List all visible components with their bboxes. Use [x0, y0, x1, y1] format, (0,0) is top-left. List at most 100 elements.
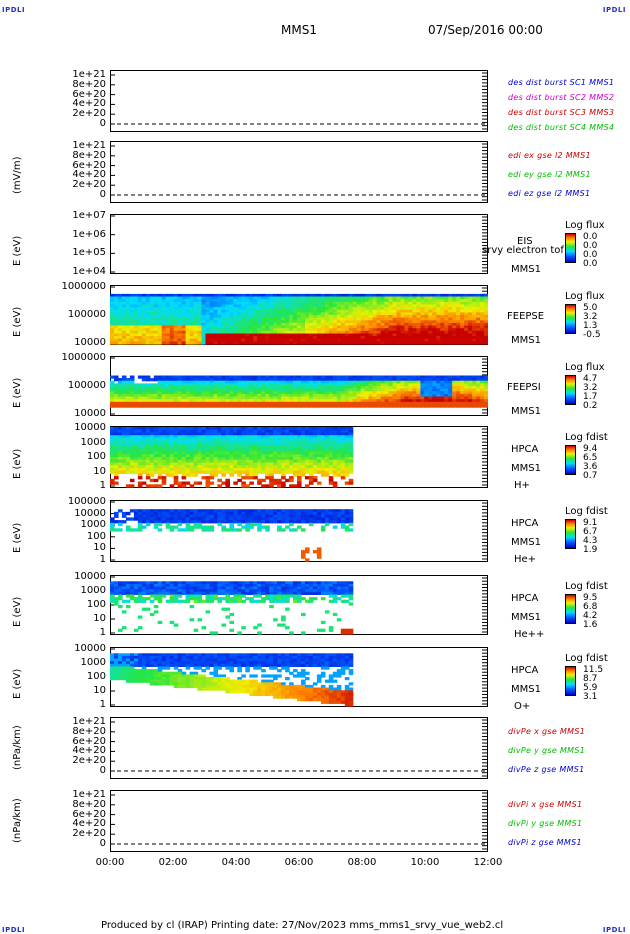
p6-cell — [261, 432, 266, 436]
p5-cell — [249, 404, 254, 408]
p8-cell — [189, 581, 195, 585]
p4-cell — [201, 333, 207, 337]
p4-cell — [201, 293, 207, 298]
p5-cell — [233, 404, 238, 408]
p4-cell — [464, 336, 469, 340]
p8-cell — [153, 583, 159, 588]
p5-cell — [416, 401, 421, 405]
p5-cell — [253, 391, 258, 395]
p7-cell — [249, 511, 254, 516]
p5-cell — [237, 393, 242, 398]
p7-cell — [189, 517, 195, 521]
p4-cell — [328, 304, 334, 308]
p4-cell — [376, 330, 382, 334]
p7-cell — [289, 514, 294, 518]
p4-cell — [332, 317, 338, 321]
p5-cell — [281, 386, 286, 390]
p4-cell — [289, 307, 294, 311]
p4-cell — [229, 296, 234, 300]
p6-cell — [269, 473, 274, 477]
p6-cell — [169, 448, 175, 453]
p7-cell — [193, 522, 199, 527]
p4-cell — [436, 309, 441, 313]
p4-cell — [245, 341, 250, 345]
p5-cell — [305, 383, 310, 387]
p5-cell — [265, 396, 270, 400]
p5-cell — [169, 391, 175, 395]
p7-ytick-label: 100000 — [67, 496, 106, 507]
p6-cell — [324, 473, 330, 477]
p2-ytick-label: 0 — [99, 189, 106, 200]
p4-cell — [209, 307, 215, 311]
p5-cell — [320, 404, 326, 408]
p5-cell — [241, 393, 246, 398]
p4-cell — [129, 333, 135, 337]
p6-cell — [320, 435, 326, 439]
p6-cell — [320, 473, 326, 477]
p5-cell — [285, 388, 290, 392]
p4-cell — [181, 333, 187, 337]
p7-cell — [110, 522, 115, 527]
p6-cell — [225, 481, 230, 485]
p4-cell — [340, 293, 346, 298]
p5-cell — [348, 383, 354, 387]
p5-cell — [153, 393, 159, 398]
p4-cell — [376, 312, 382, 316]
p7-cell — [249, 509, 254, 513]
p7-cell — [249, 517, 254, 521]
p6-cell — [253, 465, 258, 469]
p5-cell — [133, 399, 139, 403]
p6-cell — [197, 467, 203, 472]
p5-cell — [408, 378, 413, 382]
p4-cell — [384, 320, 390, 324]
p6-cell — [285, 467, 290, 472]
p2-ytick-label: 4e+20 — [72, 169, 106, 181]
p5-cell — [464, 383, 469, 387]
p4-cell — [420, 325, 425, 329]
p6-cell — [229, 440, 234, 444]
p6-cell — [257, 457, 262, 461]
p4-cell — [480, 320, 485, 324]
p8-cell — [129, 589, 135, 593]
p7-ytick-label: 10000 — [74, 507, 106, 519]
p4-cell — [432, 322, 437, 327]
p5-cell — [456, 399, 461, 403]
p5-cell — [372, 391, 378, 395]
p4-cell — [336, 338, 342, 342]
p6-cell — [121, 437, 127, 442]
p6-cell — [197, 443, 203, 447]
p4-cell — [293, 317, 298, 321]
p7-cell — [225, 509, 230, 513]
p4-cell — [173, 317, 179, 321]
p6-cell — [193, 427, 199, 431]
p4-cell — [289, 325, 294, 329]
p4-cell — [432, 330, 437, 334]
p4-cell — [324, 320, 330, 324]
p6-cell — [285, 427, 290, 431]
p5-cell — [173, 401, 179, 405]
p6-cell — [308, 443, 314, 447]
p5-cell — [460, 378, 465, 382]
p5-cell — [312, 401, 318, 405]
p6-cell — [273, 465, 278, 469]
p7-cell — [177, 514, 183, 518]
p5-cell — [440, 375, 445, 379]
p8-cell — [137, 597, 143, 601]
p6-cell — [257, 435, 262, 439]
p6-cell — [118, 440, 123, 444]
p4-cell — [376, 304, 382, 308]
p5-cell — [364, 388, 370, 392]
p6-cell — [297, 435, 302, 439]
p4-cell — [352, 304, 358, 308]
p5-cell — [436, 383, 441, 387]
p4-cell — [392, 320, 398, 324]
p6-cell — [161, 448, 167, 453]
p4-cell — [201, 338, 207, 342]
p5-cell — [273, 380, 278, 384]
p6-cell — [177, 459, 183, 463]
p4-cell — [241, 322, 246, 327]
p7-cell — [201, 511, 207, 516]
p6-cell — [173, 467, 179, 472]
p5-cell — [400, 386, 406, 390]
p7-cell — [181, 514, 187, 518]
